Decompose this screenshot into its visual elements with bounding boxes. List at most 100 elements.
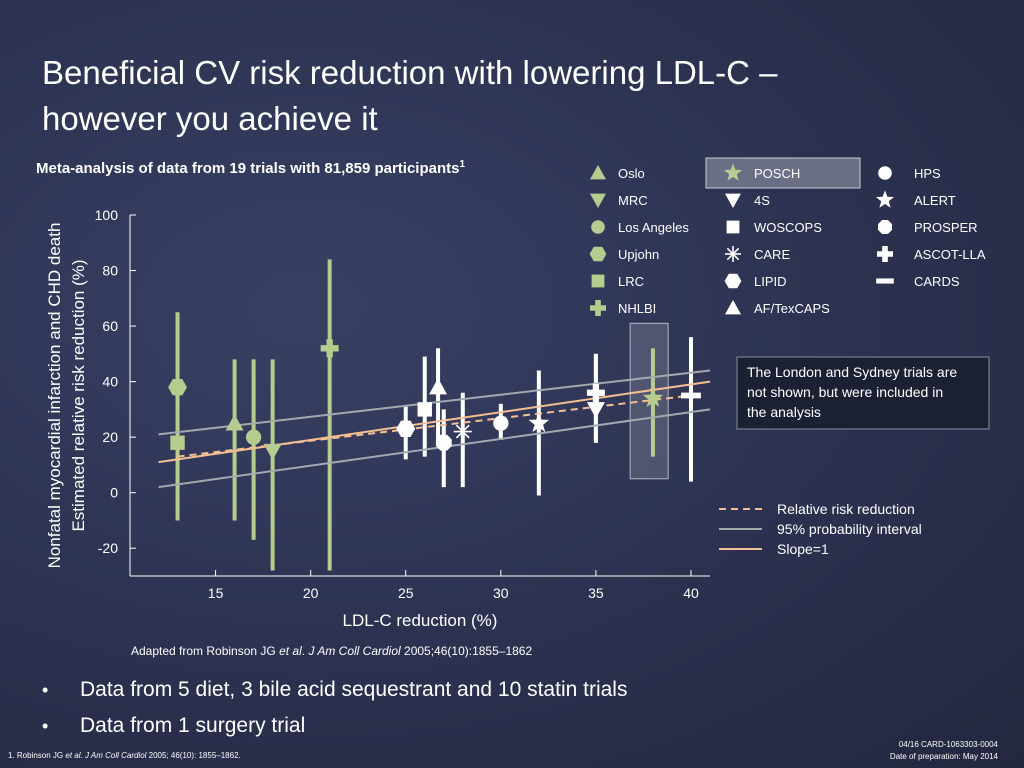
legend-label-prosper: PROSPER [914, 220, 978, 235]
95-probability-interval-line-1 [158, 369, 711, 436]
woscops-marker [417, 402, 432, 417]
legend-woscops-icon [726, 220, 740, 234]
bullet-item: • Data from 5 diet, 3 bile acid sequestra… [42, 675, 627, 711]
footnote-journal: J Am Coll Cardiol [82, 751, 147, 760]
slide-title: Beneficial CV risk reduction with loweri… [42, 50, 942, 142]
bullet-text: Data from 1 surgery trial [80, 714, 306, 737]
chart-subtitle-text: Meta-analysis of data from 19 trials wit… [36, 160, 460, 177]
legend-label-alert: ALERT [914, 193, 956, 208]
care-marker-ray [455, 424, 470, 439]
slope-1-line-3 [158, 380, 711, 464]
line-legend-label-relative-risk-reduction: Relative risk reduction [777, 501, 915, 517]
care-marker [453, 422, 472, 441]
legend-label-lrc: LRC [618, 274, 644, 289]
legend-label-woscops: WOSCOPS [754, 220, 822, 235]
los-angeles-marker [245, 429, 262, 445]
source-issue: 2005;46(10):1855–1862 [400, 644, 533, 658]
upjohn-marker [168, 379, 187, 396]
legend-label-lipid: LIPID [754, 274, 787, 289]
oslo-marker [225, 414, 244, 431]
x-axis-label: LDL-C reduction (%) [343, 611, 498, 630]
legend-label-hps: HPS [914, 166, 941, 181]
legend-ascot-lla-icon [877, 246, 893, 262]
lipid-marker [396, 420, 416, 437]
legend-nhlbi-icon [590, 300, 606, 317]
cards-marker [681, 392, 701, 399]
source-etal: et al [279, 644, 302, 658]
footnote-issue: 2005; 46(10): 1855–1862. [146, 751, 241, 760]
y-tick-label: 80 [102, 263, 118, 279]
subtitle-footnote-ref: 1 [459, 159, 466, 170]
annotation-text: the analysis [747, 404, 821, 420]
x-tick-label: 20 [303, 585, 319, 601]
legend-af-texcaps-icon [725, 300, 741, 315]
footnote-etal: et al. [65, 751, 83, 760]
legend-label-4s: 4S [754, 193, 770, 208]
bullet-list: • Data from 5 diet, 3 bile acid sequestra… [42, 675, 627, 747]
slide-title-line2: however you achieve it [42, 100, 378, 137]
source-author: Adapted from Robinson JG [131, 644, 280, 658]
y-tick-label: 20 [102, 429, 118, 445]
legend-hps-icon [878, 166, 892, 180]
annotation-text: not shown, but were included in [747, 384, 943, 400]
x-tick-label: 25 [398, 585, 414, 601]
legend-mrc-icon [590, 193, 606, 208]
footnote-author: 1. Robinson JG [8, 751, 66, 760]
line-legend-label-95-probability-interval: 95% probability interval [777, 521, 922, 537]
legend-label-posch: POSCH [754, 166, 800, 181]
x-tick-label: 35 [588, 585, 604, 601]
legend-label-af-texcaps: AF/TexCAPS [754, 301, 830, 316]
source-citation: Adapted from Robinson JG et al. J Am Col… [131, 644, 532, 658]
meta-analysis-chart: 100 80 60 40 20 0 -20 15 20 25 30 35 40 LDL-C reducti… [45, 157, 990, 630]
bullet-dot-icon: • [42, 680, 49, 700]
nhlbi-marker [320, 339, 339, 358]
legend-oslo-icon [590, 165, 606, 180]
annotation-box [736, 356, 990, 430]
legend-cards-icon [876, 278, 894, 284]
slide-title-line1: Beneficial CV risk reduction with loweri… [42, 54, 778, 91]
legend-4s-icon [725, 193, 741, 208]
y-axis-label-line2: Estimated relative risk reduction (%) [69, 259, 88, 531]
annotation-text: The London and Sydney trials are [747, 364, 957, 380]
legend-label-upjohn: Upjohn [618, 247, 659, 262]
y-tick-label: 60 [102, 318, 118, 334]
legend-label-mrc: MRC [618, 193, 648, 208]
prosper-marker [435, 434, 452, 451]
source-sep: . [301, 644, 309, 658]
y-tick-label: -20 [98, 540, 118, 556]
x-tick-label: 40 [683, 585, 699, 601]
footnote: 1. Robinson JG et al. J Am Coll Cardiol … [8, 751, 241, 760]
ascot-lla-marker [586, 383, 605, 402]
legend-posch-icon [723, 163, 743, 181]
legend-lrc-icon [591, 274, 605, 288]
posch-marker [642, 387, 664, 407]
bullet-text: Data from 5 diet, 3 bile acid sequestran… [80, 678, 628, 701]
source-journal: J Am Coll Cardiol [308, 644, 401, 658]
y-axis-label-line1: Nonfatal myocardial infarction and CHD d… [45, 223, 64, 569]
legend-care-icon-ray [726, 247, 740, 261]
x-tick-label: 30 [493, 585, 509, 601]
line-legend-label-slope-1: Slope=1 [777, 541, 829, 557]
legend-label-nhlbi: NHLBI [618, 301, 656, 316]
document-code: 04/16 CARD-1063303-0004 Date of preparat… [890, 739, 998, 763]
lrc-marker [170, 435, 185, 450]
document-code-number: 04/16 CARD-1063303-0004 [898, 740, 998, 749]
legend-label-cards: CARDS [914, 274, 960, 289]
4s-marker [586, 402, 605, 419]
legend-prosper-icon [878, 220, 892, 234]
legend-label-ascot-lla: ASCOT-LLA [914, 247, 986, 262]
mrc-marker [263, 443, 282, 461]
y-tick-label: 40 [102, 374, 118, 390]
legend-care-icon [725, 246, 741, 262]
legend-lipid-icon [724, 273, 742, 289]
95-probability-interval-line-2 [158, 408, 711, 489]
y-tick-label: 100 [95, 207, 119, 223]
legend-upjohn-icon [589, 246, 607, 262]
preparation-date: Date of preparation: May 2014 [889, 752, 998, 761]
bullet-dot-icon: • [42, 716, 49, 736]
af-texcaps-marker [429, 378, 448, 395]
legend-label-oslo: Oslo [618, 166, 645, 181]
legend-label-care: CARE [754, 247, 790, 262]
chart-subtitle: Meta-analysis of data from 19 trials wit… [36, 159, 465, 177]
bullet-item: • Data from 1 surgery trial [42, 711, 627, 747]
